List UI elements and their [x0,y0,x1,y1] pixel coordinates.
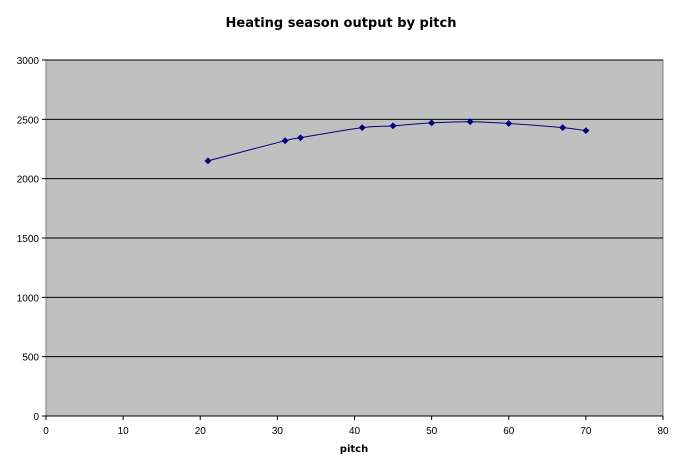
data-point [428,119,436,127]
series [204,118,590,165]
x-axis-ticks: 0 10 20 30 40 50 60 70 80 [43,415,669,437]
chart-title: Heating season output by pitch [226,16,457,31]
x-tick-label: 80 [657,426,669,437]
y-tick-label: 1000 [17,293,40,304]
x-tick-label: 40 [349,426,361,437]
x-tick-label: 60 [503,426,515,437]
y-tick-label: 0 [33,412,39,423]
y-tick-label: 2000 [17,175,40,186]
x-tick-label: 70 [580,426,592,437]
y-tick-label: 500 [22,353,39,364]
data-point [559,124,567,132]
x-tick-label: 50 [426,426,438,437]
x-tick-label: 10 [118,426,130,437]
data-point [358,124,366,132]
data-point [296,134,305,142]
data-point [281,137,289,145]
x-tick-label: 0 [43,426,49,437]
data-point [505,119,513,128]
y-tick-label: 3000 [17,56,40,67]
data-point [389,122,397,130]
y-tick-label: 1500 [17,234,40,245]
x-tick-label: 20 [195,426,207,437]
data-point [582,127,590,135]
x-axis-label: pitch [340,444,368,455]
y-tick-label: 2500 [17,115,40,126]
series-line [207,121,586,162]
y-axis-ticks: 0 500 1000 1500 2000 2500 3000 [17,56,46,423]
data-point [466,118,474,126]
grid-lines [46,59,663,358]
x-tick-label: 30 [272,426,284,437]
data-point [204,157,212,165]
